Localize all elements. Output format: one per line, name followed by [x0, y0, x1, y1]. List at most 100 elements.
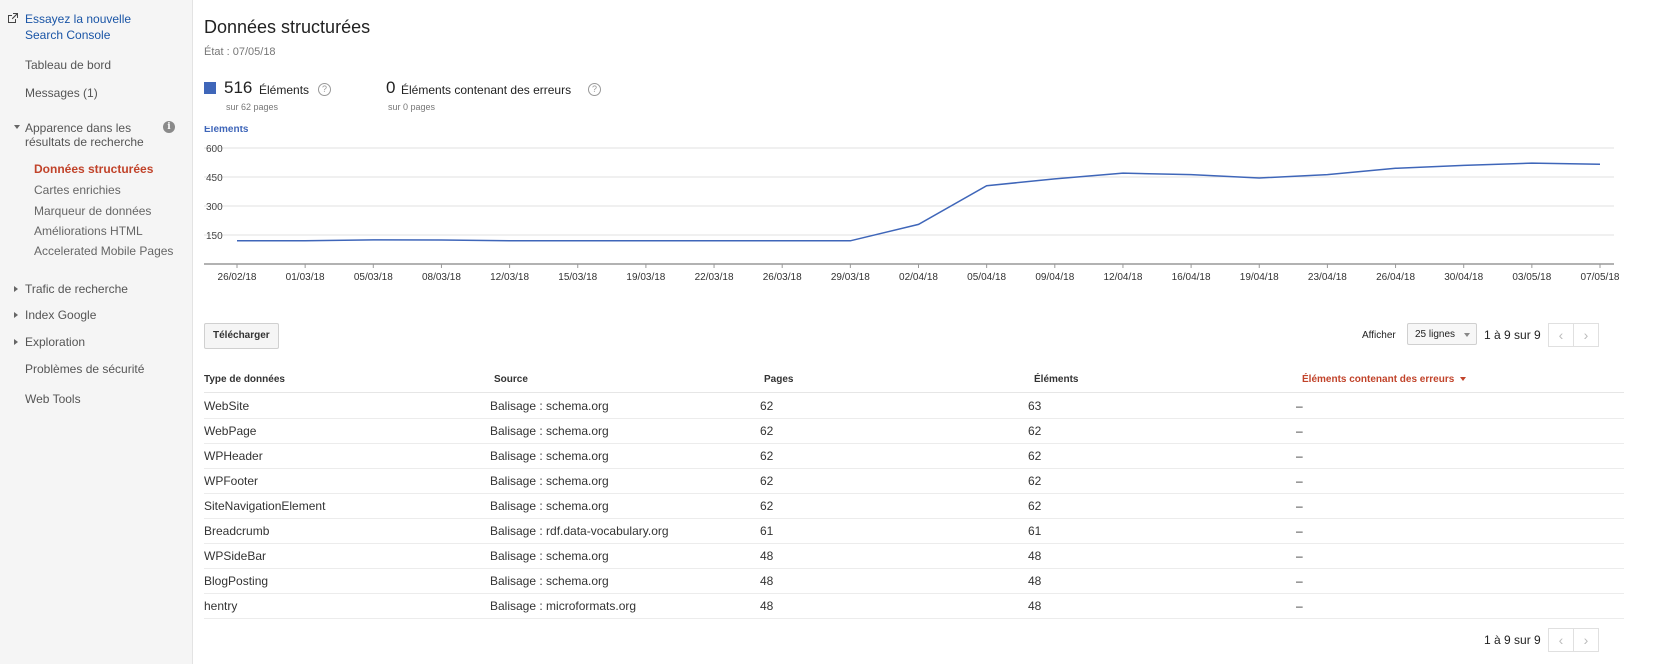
table-row[interactable]: Breadcrumb Balisage : rdf.data-vocabular…: [204, 518, 1624, 544]
expand-caret-icon[interactable]: [14, 339, 18, 345]
promo-link[interactable]: Essayez la nouvelle Search Console: [25, 12, 132, 42]
x-tick-label: 26/04/18: [1376, 272, 1415, 283]
info-icon[interactable]: i: [163, 121, 175, 133]
cell-items: 62: [1028, 424, 1042, 438]
expand-caret-icon[interactable]: [14, 286, 18, 292]
cell-items: 48: [1028, 599, 1042, 613]
cell-pages: 61: [760, 524, 774, 538]
help-icon[interactable]: ?: [588, 83, 601, 96]
expand-caret-icon[interactable]: [14, 312, 18, 318]
data-point[interactable]: [1052, 176, 1057, 181]
sidebar-item-web-tools[interactable]: Web Tools: [25, 392, 81, 406]
cell-items: 62: [1028, 449, 1042, 463]
sidebar-item-data-highlighter[interactable]: Marqueur de données: [34, 204, 152, 218]
cell-type[interactable]: hentry: [204, 599, 238, 613]
cell-items: 61: [1028, 524, 1042, 538]
chevron-right-icon[interactable]: ›: [1573, 628, 1599, 652]
table-row[interactable]: WebPage Balisage : schema.org 62 62 –: [204, 418, 1624, 444]
x-tick-label: 12/04/18: [1103, 272, 1142, 283]
cell-source: Balisage : schema.org: [490, 424, 609, 438]
table-row[interactable]: WPSideBar Balisage : schema.org 48 48 –: [204, 543, 1624, 569]
cell-type[interactable]: SiteNavigationElement: [204, 499, 326, 513]
cell-type[interactable]: WebSite: [204, 399, 250, 413]
sidebar-item-dashboard[interactable]: Tableau de bord: [25, 58, 112, 72]
cell-errors: –: [1296, 499, 1303, 513]
sidebar-item-structured-data[interactable]: Données structurées: [34, 162, 154, 176]
pagination-text: 1 à 9 sur 9: [1484, 328, 1541, 342]
x-tick-label: 03/05/18: [1512, 272, 1551, 283]
table-row[interactable]: BlogPosting Balisage : schema.org 48 48 …: [204, 568, 1624, 594]
sidebar-item-google-index[interactable]: Index Google: [25, 308, 97, 322]
column-header-source[interactable]: Source: [494, 374, 528, 385]
column-header-errors[interactable]: Éléments contenant des erreurs: [1302, 374, 1467, 385]
table-row[interactable]: WebSite Balisage : schema.org 62 63 –: [204, 393, 1624, 419]
series-swatch[interactable]: [204, 82, 216, 94]
cell-pages: 62: [760, 424, 774, 438]
sidebar-item-rich-cards[interactable]: Cartes enrichies: [34, 183, 121, 197]
data-point[interactable]: [371, 237, 376, 242]
data-point[interactable]: [507, 238, 512, 243]
cell-type[interactable]: WPHeader: [204, 449, 263, 463]
y-tick-label: 600: [206, 144, 223, 155]
data-point[interactable]: [848, 238, 853, 243]
data-point[interactable]: [984, 183, 989, 188]
chevron-left-icon[interactable]: ‹: [1548, 323, 1574, 347]
table-row[interactable]: SiteNavigationElement Balisage : schema.…: [204, 493, 1624, 519]
cell-errors: –: [1296, 599, 1303, 613]
data-point[interactable]: [712, 238, 717, 243]
cell-type[interactable]: WebPage: [204, 424, 257, 438]
cell-type[interactable]: WPSideBar: [204, 549, 267, 563]
x-tick-label: 02/04/18: [899, 272, 938, 283]
cell-errors: –: [1296, 424, 1303, 438]
data-point[interactable]: [916, 222, 921, 227]
sidebar-item-crawl[interactable]: Exploration: [25, 335, 86, 349]
stat-errors-label: Éléments contenant des erreurs: [401, 83, 572, 97]
sidebar-item-messages[interactable]: Messages (1): [25, 86, 98, 100]
chevron-down-icon: [1464, 333, 1470, 337]
data-point[interactable]: [1257, 175, 1262, 180]
chevron-left-icon[interactable]: ‹: [1548, 628, 1574, 652]
cell-type[interactable]: WPFooter: [204, 474, 259, 488]
column-header-pages[interactable]: Pages: [764, 374, 794, 385]
help-icon[interactable]: ?: [318, 83, 331, 96]
cell-type[interactable]: Breadcrumb: [204, 524, 270, 538]
data-point[interactable]: [643, 238, 648, 243]
x-tick-label: 19/04/18: [1240, 272, 1279, 283]
sidebar-item-html-improvements[interactable]: Améliorations HTML: [34, 224, 143, 238]
table-row[interactable]: WPHeader Balisage : schema.org 62 62 –: [204, 443, 1624, 469]
data-point[interactable]: [1189, 172, 1194, 177]
line-chart: Éléments 150 300 450 600 26/02/18 01/03/18 05/0…: [204, 126, 1620, 283]
data-point[interactable]: [1393, 166, 1398, 171]
sidebar-item-security-issues[interactable]: Problèmes de sécurité: [25, 362, 145, 376]
main-content: Données structurées État : 07/05/18 516 …: [204, 0, 1624, 664]
cell-pages: 48: [760, 599, 774, 613]
data-point[interactable]: [780, 238, 785, 243]
rows-per-page-select[interactable]: 25 lignes: [1407, 323, 1477, 345]
cell-source: Balisage : schema.org: [490, 449, 609, 463]
download-button[interactable]: Télécharger: [204, 323, 279, 349]
data-point[interactable]: [575, 238, 580, 243]
sidebar-item-search-traffic[interactable]: Trafic de recherche: [25, 282, 128, 296]
x-tick-label: 23/04/18: [1308, 272, 1347, 283]
sidebar-section-search-appearance[interactable]: Apparence dans les résultats de recherch…: [25, 121, 144, 149]
data-point[interactable]: [235, 238, 240, 243]
table-row[interactable]: hentry Balisage : microformats.org 48 48…: [204, 593, 1624, 619]
data-point[interactable]: [1325, 172, 1330, 177]
data-point[interactable]: [1120, 171, 1125, 176]
sidebar-item-amp[interactable]: Accelerated Mobile Pages: [34, 244, 174, 258]
data-point[interactable]: [1529, 161, 1534, 166]
stat-items-sub: sur 62 pages: [226, 102, 279, 112]
data-point[interactable]: [439, 238, 444, 243]
chevron-right-icon[interactable]: ›: [1573, 323, 1599, 347]
x-tick-label: 15/03/18: [558, 272, 597, 283]
column-header-type[interactable]: Type de données: [204, 374, 285, 385]
data-point[interactable]: [1598, 162, 1603, 167]
expand-caret-icon[interactable]: [14, 125, 20, 129]
data-point[interactable]: [1461, 163, 1466, 168]
table-row[interactable]: WPFooter Balisage : schema.org 62 62 –: [204, 468, 1624, 494]
state-date: État : 07/05/18: [204, 46, 276, 58]
x-tick-label: 30/04/18: [1444, 272, 1483, 283]
data-point[interactable]: [303, 238, 308, 243]
cell-type[interactable]: BlogPosting: [204, 574, 269, 588]
column-header-items[interactable]: Éléments: [1034, 374, 1079, 385]
